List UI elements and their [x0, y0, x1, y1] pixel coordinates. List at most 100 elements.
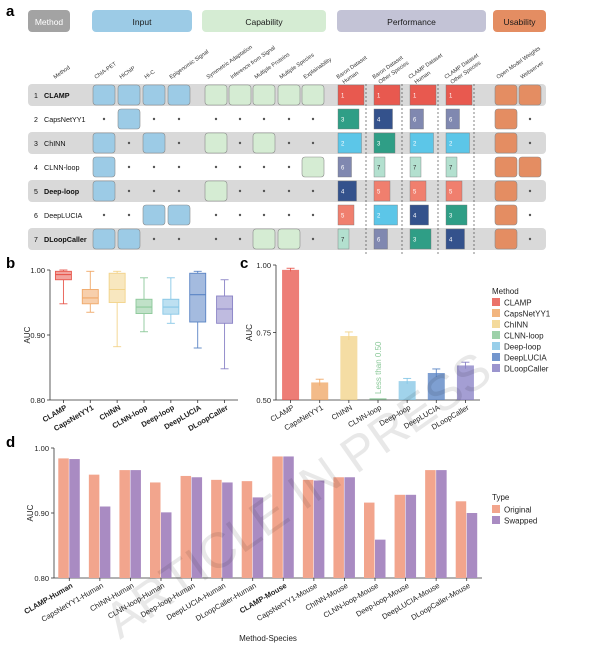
bar-original [364, 502, 375, 578]
capability-cell [252, 132, 276, 154]
capability-cell-dot [262, 189, 266, 193]
y-tick-label: 1.00 [256, 261, 271, 270]
usability-cell [494, 204, 518, 226]
performance-rank-bar [373, 228, 388, 250]
performance-rank-label: 4 [413, 214, 417, 220]
performance-rank-bar [409, 156, 422, 178]
y-axis-label: AUC [23, 326, 32, 343]
bar-swapped [283, 456, 294, 578]
performance-rank-bar [373, 132, 396, 154]
y-tick-label: 1.00 [30, 266, 45, 275]
bar-original [241, 481, 253, 578]
row-method-name: CLNN-loop [44, 163, 80, 172]
y-tick-label: 0.90 [30, 331, 45, 340]
bar-original [455, 501, 467, 578]
y-tick-label: 1.00 [34, 444, 49, 453]
bar-swapped [161, 512, 172, 578]
capability-cell [204, 132, 228, 154]
legend-title: Type [492, 493, 510, 502]
box-DeepLUCIA [189, 272, 207, 323]
legend-title: Method [492, 287, 519, 296]
usability-cell-dot [528, 117, 532, 121]
capability-cell-dot [238, 189, 242, 193]
capability-cell-dot [214, 213, 218, 217]
annotation-less-than: Less than 0.50 [374, 341, 383, 394]
input-cell-dot [177, 237, 181, 241]
input-cell-dot [177, 141, 181, 145]
performance-rank-bar [373, 108, 393, 130]
input-cell [167, 204, 191, 226]
row-method-name: CLAMP [44, 91, 70, 100]
panel-label-d: d [6, 434, 15, 451]
performance-rank-label: 4 [341, 190, 345, 196]
capability-cell-dot [262, 117, 266, 121]
performance-rank-label: 7 [413, 166, 417, 172]
row-method-name: Deep-loop [44, 187, 80, 196]
capability-cell [204, 84, 228, 106]
input-cell-dot [152, 117, 156, 121]
input-cell-dot [127, 189, 131, 193]
input-cell-dot [127, 213, 131, 217]
usability-cell [494, 84, 518, 106]
performance-rank-label: 2 [341, 142, 345, 148]
legend-swatch [492, 331, 500, 339]
input-cell [92, 84, 116, 106]
legend-entry: ChINN [504, 321, 528, 330]
box-CLAMP [54, 270, 72, 281]
legend-entry: DLoopCaller [504, 365, 549, 374]
legend-entry: DeepLUCIA [504, 354, 547, 363]
capability-cell-dot [287, 189, 291, 193]
bar-original [58, 458, 69, 578]
category-label-4: Usability [503, 17, 536, 27]
performance-rank-bar [337, 108, 360, 130]
y-axis-label: AUC [26, 504, 35, 521]
performance-rank-label: 6 [449, 118, 453, 124]
performance-rank-label: 5 [413, 190, 417, 196]
category-header-4 [493, 10, 546, 32]
bar-swapped [130, 470, 141, 578]
capability-cell-dot [311, 213, 315, 217]
bar-swapped [191, 477, 203, 578]
usability-cell [494, 108, 518, 130]
capability-cell [252, 84, 276, 106]
input-cell-dot [102, 117, 106, 121]
performance-rank-label: 3 [377, 142, 381, 148]
capability-cell-dot [311, 237, 315, 241]
box-CapsNetYY1 [81, 289, 99, 305]
performance-rank-bar [337, 180, 357, 202]
capability-cell [301, 156, 325, 178]
performance-rank-label: 3 [341, 118, 345, 124]
input-cell-dot [102, 213, 106, 217]
performance-rank-label: 5 [449, 190, 453, 196]
category-header-0 [28, 10, 70, 32]
bar-CapsNetYY1 [311, 382, 329, 400]
performance-rank-label: 7 [341, 238, 345, 244]
performance-rank-bar [373, 204, 398, 226]
capability-cell-dot [287, 117, 291, 121]
category-header-2 [202, 10, 326, 32]
input-cell [92, 228, 116, 250]
capability-cell-dot [214, 237, 218, 241]
legend-swatch [492, 320, 500, 328]
performance-rank-label: 4 [377, 118, 381, 124]
performance-rank-label: 6 [341, 166, 345, 172]
row-number: 1 [34, 93, 38, 100]
legend-entry: Original [504, 506, 532, 515]
bar-original [394, 494, 406, 578]
bar-original [425, 470, 436, 578]
capability-cell-dot [214, 117, 218, 121]
performance-rank-label: 2 [413, 142, 417, 148]
row-number: 2 [34, 117, 38, 124]
capability-cell-dot [238, 165, 242, 169]
performance-rank-label: 7 [449, 166, 453, 172]
input-cell-dot [152, 237, 156, 241]
legend-entry: CLNN-loop [504, 332, 544, 341]
bar-original [302, 479, 314, 578]
legend-entry: CapsNetYY1 [504, 310, 551, 319]
performance-rank-bar [373, 156, 386, 178]
input-cell [142, 132, 166, 154]
capability-cell-dot [311, 117, 315, 121]
bar-swapped [313, 480, 325, 578]
performance-rank-bar [445, 132, 470, 154]
